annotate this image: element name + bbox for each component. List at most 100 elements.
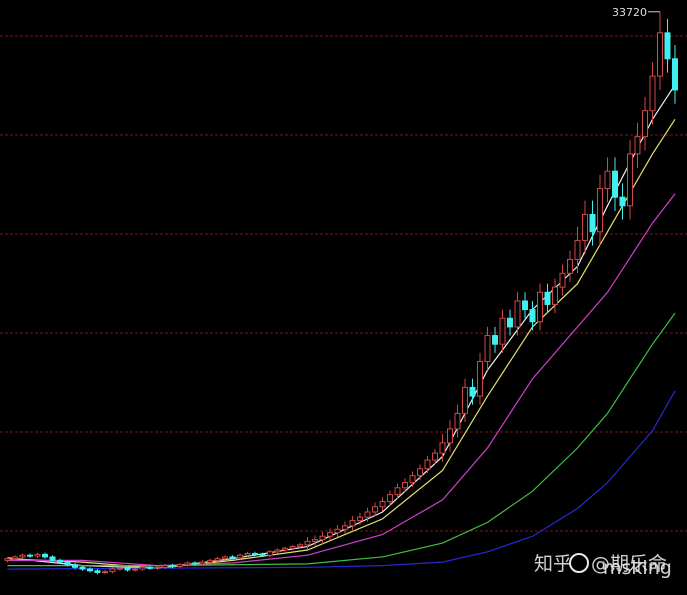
candle-body	[154, 566, 161, 569]
watermark-site: 知乎	[534, 553, 572, 575]
candle-body	[117, 567, 123, 570]
candle-body	[604, 170, 611, 190]
candle-body	[282, 547, 288, 551]
candle-body	[522, 300, 528, 311]
candle-body	[184, 562, 191, 566]
candle-body	[124, 567, 131, 571]
watermark-handle: @期乐命	[591, 553, 667, 575]
candle-body	[274, 549, 281, 553]
candle-body	[312, 539, 318, 542]
candle-body	[364, 511, 371, 518]
candle-body	[387, 494, 393, 503]
candle-body	[657, 32, 663, 77]
candle-body	[94, 570, 101, 574]
candle-body	[229, 556, 236, 559]
candle-body	[567, 258, 573, 274]
candle-body	[544, 291, 551, 305]
candle-body	[162, 565, 168, 568]
candle-body	[349, 520, 356, 527]
high-label: 33720	[612, 6, 647, 19]
candle-body	[439, 442, 446, 454]
candle-body	[402, 482, 408, 489]
candle-body	[57, 559, 63, 563]
candle-body	[432, 452, 438, 461]
candle-body	[372, 506, 378, 513]
candle-body	[559, 272, 566, 288]
candle-body	[327, 532, 333, 537]
candle-body	[627, 153, 633, 207]
candle-body	[87, 568, 93, 572]
candle-body	[207, 559, 213, 563]
candle-body	[169, 565, 176, 568]
candle-body	[64, 561, 71, 566]
candle-body	[42, 553, 48, 558]
candle-body	[319, 535, 326, 541]
candle-body	[634, 136, 641, 155]
candle-body	[289, 546, 296, 549]
ma-line	[7, 312, 676, 567]
candle-body	[102, 571, 108, 574]
candle-body	[447, 428, 453, 444]
candle-body	[222, 556, 228, 560]
candle-body	[514, 300, 521, 328]
candle-body	[619, 196, 626, 207]
candle-body	[454, 412, 461, 430]
candle-body	[484, 335, 491, 362]
candle-body	[424, 459, 431, 470]
candle-body	[72, 564, 78, 568]
candle-body	[574, 239, 581, 260]
candle-body	[199, 561, 206, 565]
candle-body	[192, 562, 198, 565]
candle-body	[612, 170, 618, 198]
candle-body	[477, 360, 483, 397]
candles: 33720	[4, 6, 678, 575]
candle-body	[259, 553, 266, 556]
candle-body	[267, 551, 273, 556]
candle-body	[409, 475, 416, 484]
candle-body	[589, 213, 596, 233]
candle-body	[552, 286, 558, 305]
ma-line	[7, 390, 676, 570]
candle-body	[417, 468, 423, 477]
candle-body	[672, 58, 678, 91]
candle-body	[492, 335, 498, 345]
candle-body	[357, 516, 363, 522]
candle-body	[19, 554, 26, 558]
candle-body	[244, 552, 251, 556]
candle-body	[139, 566, 146, 570]
candle-body	[304, 540, 311, 546]
candle-body	[109, 568, 116, 573]
candle-body	[214, 558, 221, 561]
candle-body	[462, 386, 468, 414]
candle-body	[34, 553, 41, 557]
candle-body	[529, 309, 536, 323]
candle-body	[334, 528, 341, 534]
candle-body	[147, 566, 153, 569]
candle-body	[499, 317, 506, 345]
candle-body	[49, 556, 56, 561]
candle-body	[507, 317, 513, 328]
candle-body	[297, 544, 303, 548]
candle-body	[237, 554, 243, 559]
candle-body	[469, 386, 476, 397]
candle-body	[537, 291, 543, 323]
candle-body	[342, 525, 348, 530]
candle-body	[664, 32, 671, 60]
candle-body	[27, 554, 33, 557]
watermark-user: msking	[603, 557, 672, 579]
candle-body	[79, 566, 86, 570]
candle-body	[642, 110, 648, 138]
candle-body	[649, 75, 656, 112]
candle-body	[4, 558, 11, 561]
candle-body	[582, 213, 588, 241]
candle-body	[394, 487, 401, 496]
candle-body	[597, 188, 603, 233]
candle-body	[177, 564, 183, 567]
watermark: 知乎 @期乐命 msking	[534, 553, 672, 579]
candle-body	[12, 556, 18, 560]
candle-body	[132, 568, 138, 571]
candle-body	[379, 501, 386, 508]
watermark-icon	[569, 553, 589, 573]
